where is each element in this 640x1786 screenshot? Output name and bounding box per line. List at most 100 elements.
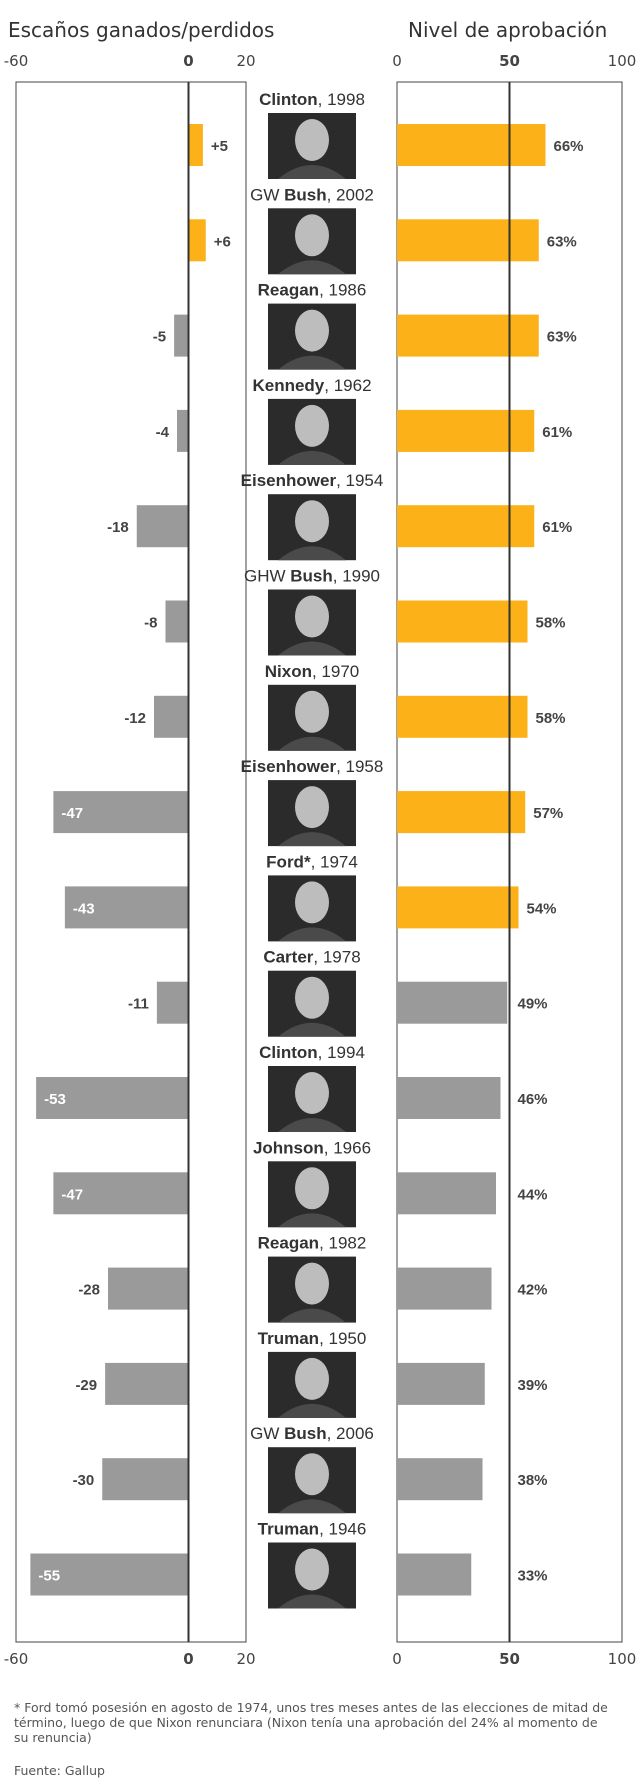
seats-bar [154,695,189,738]
portrait-shoulders [278,450,346,465]
right-chart-title: Nivel de aprobación [408,18,608,42]
seats-bar [188,219,206,262]
president-year: , 1986 [319,281,366,300]
approval-value-label: 61% [542,519,572,536]
portrait-shoulders [278,832,346,847]
portrait-shoulders [278,1213,346,1228]
approval-bar [397,1172,496,1215]
seats-value-label: -55 [38,1568,60,1585]
president-caption: GW Bush, 2006 [250,1424,374,1443]
president-name: Clinton [259,1043,318,1062]
president-year: , 1982 [319,1234,366,1253]
seats-value-label: -43 [73,900,95,917]
top-right-tick-label: 0 [392,52,402,70]
president-caption: Eisenhower, 1958 [241,757,384,776]
approval-bar [397,600,528,643]
president-name: Clinton [259,90,318,109]
portrait-face [295,1262,329,1305]
portrait-face [295,690,329,733]
approval-value-label: 57% [533,805,563,822]
president-name: Eisenhower [241,471,337,490]
president-year: , 2002 [327,185,374,204]
president-caption: Clinton, 1994 [259,1043,365,1062]
bottom-right-tick-label: 100 [608,1650,637,1668]
president-year: , 1950 [319,1329,366,1348]
president-caption: Reagan, 1982 [258,1234,367,1253]
seats-bar [36,1077,189,1119]
seats-bar [102,1458,189,1501]
seats-value-label: -8 [144,615,157,632]
president-year: , 1978 [313,948,360,967]
president-name: Bush [290,567,333,586]
seats-value-label: +5 [211,138,228,155]
seats-value-label: -53 [44,1091,66,1108]
president-caption: Clinton, 1998 [259,90,365,109]
portrait-face [295,1357,329,1400]
seats-bar [188,124,203,166]
seats-bar [174,314,189,357]
portrait-face [295,214,329,257]
president-caption: Truman, 1950 [258,1329,367,1348]
portrait-shoulders [278,260,346,275]
president-name: Reagan [258,1234,319,1253]
portrait-face [295,119,329,161]
approval-value-label: 63% [547,329,577,346]
approval-bar [397,791,526,834]
portrait-face [295,309,329,352]
approval-bar [397,1458,483,1501]
president-year: , 1962 [324,376,371,395]
seats-bar [64,886,189,929]
approval-value-label: 61% [542,424,572,441]
portrait-shoulders [278,355,346,370]
president-caption: Carter, 1978 [263,948,360,967]
approval-bar [397,695,528,738]
president-name: Reagan [258,281,319,300]
president-name: Carter [263,948,313,967]
approval-value-label: 46% [518,1091,548,1108]
left-panel-frame [15,81,247,1643]
president-year: , 1990 [333,567,380,586]
seats-value-label: -18 [107,519,129,536]
seats-value-label: -28 [78,1282,100,1299]
president-name: Eisenhower [241,757,337,776]
seats-value-label: -47 [61,1186,83,1203]
footnote: * Ford tomó posesión en agosto de 1974, … [14,1700,608,1745]
portrait-shoulders [278,1308,346,1323]
approval-value-label: 33% [518,1568,548,1585]
portrait-shoulders [278,736,346,751]
portrait-shoulders [278,165,346,179]
portrait-face [295,595,329,638]
portrait-face [295,500,329,543]
president-caption: GW Bush, 2002 [250,185,374,204]
president-name: Nixon [265,662,312,681]
president-name: Truman [258,1520,319,1539]
president-caption: Johnson, 1966 [253,1138,371,1157]
seats-bar [105,1362,189,1405]
president-year: , 1958 [336,757,383,776]
bottom-left-tick-label: -60 [4,1650,29,1668]
president-year: , 1946 [319,1520,366,1539]
approval-bar [397,124,546,166]
president-caption: Nixon, 1970 [265,662,360,681]
president-name: Bush [284,185,327,204]
source-note: Fuente: Gallup [14,1763,105,1778]
approval-bar [397,1553,472,1596]
portrait-shoulders [278,1594,346,1609]
seats-bar [156,981,189,1024]
approval-value-label: 66% [554,138,584,155]
portrait-face [295,404,329,447]
top-right-tick-label: 100 [608,52,637,70]
seats-value-label: -12 [124,710,146,727]
president-year: , 1974 [311,852,358,871]
top-left-tick-label: 0 [183,52,193,70]
portrait-face [295,1453,329,1496]
president-year: , 1970 [312,662,359,681]
seats-bar [177,409,189,452]
president-name: Ford* [266,852,311,871]
portrait-shoulders [278,1118,346,1132]
portrait-face [295,1548,329,1591]
seats-bar [165,600,189,643]
seats-value-label: -47 [61,805,83,822]
approval-value-label: 38% [518,1472,548,1489]
approval-bar [397,409,535,452]
